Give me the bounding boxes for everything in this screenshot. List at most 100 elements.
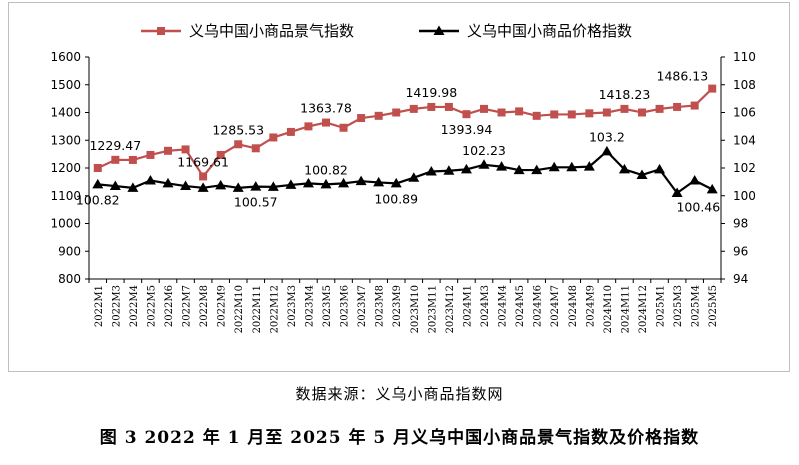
square-marker: [339, 123, 348, 132]
triangle-marker: [355, 175, 367, 186]
x-tick-label: 2024M3: [480, 285, 491, 327]
triangle-marker: [706, 183, 718, 194]
data-label-right: 100.57: [234, 195, 278, 210]
data-label-left: 1486.13: [657, 69, 709, 84]
x-tick-label: 2024M1: [462, 285, 473, 327]
triangle-marker: [215, 179, 227, 190]
left-tick-label: 1100: [50, 189, 81, 203]
data-label-right: 103.2: [589, 129, 625, 144]
triangle-marker: [232, 182, 244, 192]
right-tick-label: 104: [733, 133, 756, 147]
x-tick-label: 2025M4: [691, 285, 702, 327]
x-tick-label: 2024M5: [515, 285, 526, 327]
line-chart: 800 900 1000 1100 1200 1300 1400 1500 1600 94 96 98…: [50, 22, 756, 333]
square-marker: [480, 104, 488, 113]
x-tick-label: 2022M7: [182, 285, 193, 327]
left-tick-label: 900: [58, 244, 81, 258]
triangle-marker: [162, 177, 174, 188]
x-tick-label: 2023M7: [357, 285, 368, 327]
triangle-marker: [425, 165, 437, 176]
x-tick-label: 2023M12: [445, 285, 456, 333]
square-marker: [585, 109, 594, 118]
square-marker: [638, 108, 646, 117]
square-marker: [620, 104, 629, 113]
x-tick-label: 2024M6: [533, 285, 544, 327]
square-marker: [304, 122, 313, 131]
square-marker: [497, 108, 506, 117]
square-marker: [164, 146, 172, 155]
triangle-marker: [338, 177, 350, 188]
square-marker: [532, 111, 541, 120]
x-tick-label: 2023M8: [375, 285, 386, 327]
legend-triangle-marker: [433, 25, 445, 35]
x-tick-label: 2022M3: [111, 285, 122, 327]
triangle-marker: [267, 181, 279, 191]
legend-square-marker: [157, 27, 165, 35]
square-marker: [655, 104, 664, 113]
legend-label-景气: 义乌中国小商品景气指数: [189, 22, 354, 40]
right-tick-label: 100: [733, 189, 756, 203]
square-marker: [251, 144, 260, 153]
left-tick-label: 1000: [50, 217, 81, 231]
x-tick-label: 2022M8: [199, 285, 210, 327]
x-tick-label: 2023M6: [340, 285, 351, 327]
data-label-left: 1363.78: [300, 101, 352, 116]
triangle-marker: [583, 161, 595, 171]
square-marker: [111, 155, 120, 164]
x-tick-label: 2022M12: [269, 285, 280, 333]
square-marker: [199, 172, 208, 181]
triangle-marker: [531, 164, 543, 175]
x-tick-label: 2022M10: [234, 285, 245, 333]
left-tick-label: 1500: [50, 78, 81, 92]
triangle-marker: [566, 161, 578, 172]
triangle-marker: [636, 169, 648, 179]
triangle-marker: [460, 163, 472, 174]
triangle-marker: [601, 145, 613, 156]
square-marker: [515, 107, 524, 116]
x-tick-label: 2024M7: [550, 285, 561, 327]
data-label-left: 1169.61: [177, 154, 229, 169]
chart-frame: 800 900 1000 1100 1200 1300 1400 1500 1600 94 96 98…: [8, 2, 790, 372]
data-label-right: 100.46: [676, 199, 720, 214]
figure-caption: 图 3 2022 年 1 月至 2025 年 5 月义乌中国小商品景气指数及价格…: [99, 428, 700, 448]
x-tick-label: 2024M11: [620, 285, 631, 333]
triangle-marker: [285, 179, 297, 189]
data-label-left: 1393.94: [441, 122, 493, 137]
triangle-marker: [548, 161, 560, 172]
x-tick-label: 2024M12: [638, 285, 649, 333]
square-marker: [322, 118, 330, 127]
triangle-marker: [478, 159, 490, 169]
right-tick-label: 98: [733, 217, 748, 231]
triangle-marker: [144, 174, 156, 185]
square-marker: [409, 104, 418, 113]
triangle-marker: [320, 178, 332, 189]
square-marker: [181, 145, 190, 154]
square-marker: [392, 108, 401, 117]
square-marker: [286, 127, 295, 136]
square-marker: [444, 102, 453, 111]
triangle-marker: [671, 187, 683, 197]
x-tick-label: 2022M9: [217, 285, 228, 327]
x-tick-label: 2024M4: [498, 285, 509, 327]
right-tick-label: 108: [733, 78, 756, 92]
square-marker: [128, 155, 137, 164]
triangle-marker: [443, 165, 455, 175]
x-tick-label: 2022M1: [94, 285, 105, 327]
x-tick-label: 2023M10: [410, 285, 421, 333]
x-tick-label: 2024M10: [603, 285, 614, 333]
data-label-right: 100.89: [374, 191, 418, 206]
triangle-marker: [92, 178, 104, 189]
square-marker: [427, 102, 436, 111]
x-tick-label: 2025M5: [708, 285, 719, 327]
right-tick-label: 102: [733, 161, 756, 175]
square-marker: [690, 101, 699, 110]
left-tick-label: 1300: [50, 133, 81, 147]
x-tick-label: 2024M9: [585, 285, 596, 327]
x-tick-label: 2025M3: [673, 285, 684, 327]
square-marker: [673, 102, 682, 111]
square-marker: [93, 164, 102, 172]
x-tick-label: 2023M4: [304, 285, 315, 327]
right-tick-label: 94: [733, 272, 748, 286]
square-marker: [708, 84, 717, 93]
x-tick-label: 2023M11: [427, 285, 438, 333]
